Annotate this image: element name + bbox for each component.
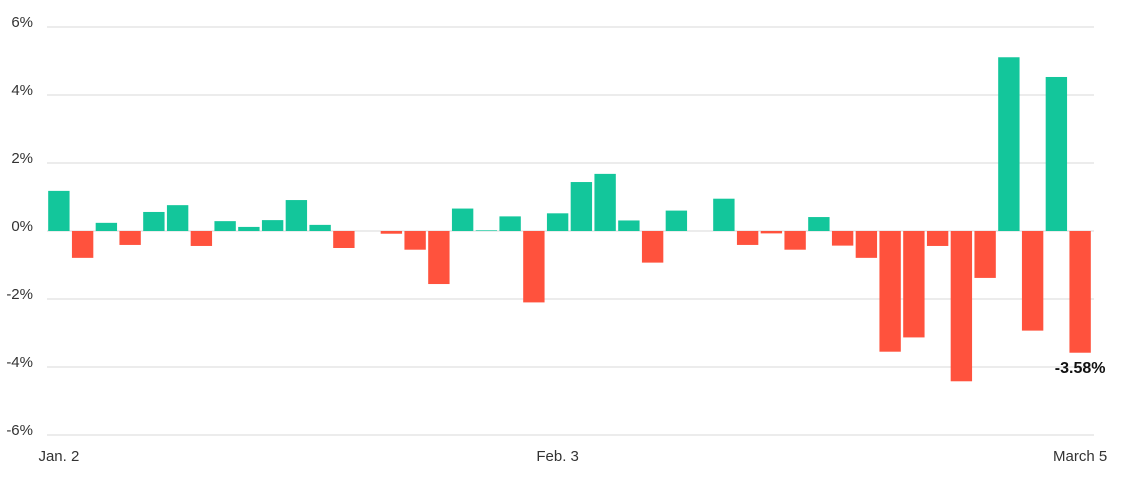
bar	[926, 231, 949, 246]
bar	[95, 222, 118, 231]
bar	[998, 57, 1020, 232]
bar	[855, 231, 878, 258]
bar	[380, 231, 403, 234]
bar	[285, 200, 308, 231]
bar	[950, 231, 973, 382]
bar	[665, 210, 688, 231]
bar	[808, 217, 830, 231]
bar	[48, 190, 70, 231]
y-tick-label: 4%	[11, 82, 33, 99]
bar	[1069, 231, 1091, 353]
bar	[333, 231, 355, 248]
bar	[760, 231, 783, 234]
bar	[594, 173, 616, 231]
y-tick-label: 0%	[11, 218, 33, 235]
bar	[309, 224, 331, 231]
bar	[618, 220, 640, 231]
bar	[428, 231, 450, 285]
bar	[404, 231, 426, 250]
bar	[214, 221, 236, 231]
bar	[974, 231, 996, 278]
bar	[546, 213, 569, 231]
bar	[451, 208, 474, 231]
bar	[190, 231, 213, 246]
bar	[523, 231, 545, 303]
bar	[879, 231, 901, 352]
y-tick-label: -4%	[6, 354, 33, 371]
bar	[831, 231, 854, 246]
bar	[71, 231, 94, 258]
y-tick-label: -2%	[6, 286, 33, 303]
y-tick-label: 6%	[11, 14, 33, 31]
x-tick-label: March 5	[1053, 448, 1107, 465]
bar	[641, 231, 664, 263]
bar	[238, 226, 260, 231]
bar	[143, 211, 165, 231]
bar	[1021, 231, 1044, 331]
bar	[736, 231, 759, 245]
y-tick-label: 2%	[11, 150, 33, 167]
bar	[903, 231, 925, 338]
bar	[784, 231, 806, 250]
x-tick-label: Feb. 3	[536, 448, 579, 465]
bar	[166, 205, 189, 231]
bar	[475, 230, 498, 231]
bar	[119, 231, 141, 245]
x-tick-label: Jan. 2	[38, 448, 79, 465]
bar	[570, 182, 593, 231]
bar	[1045, 76, 1068, 231]
bar	[499, 216, 521, 231]
y-tick-label: -6%	[6, 422, 33, 439]
value-label: -3.58%	[1055, 360, 1106, 377]
bar	[713, 198, 735, 231]
bar	[261, 220, 284, 231]
